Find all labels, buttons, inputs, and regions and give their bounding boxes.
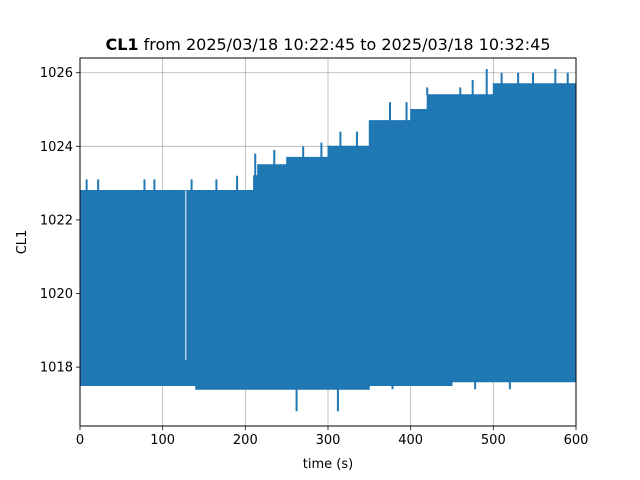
x-tick-label: 200 (233, 433, 258, 448)
x-tick-label: 500 (481, 433, 506, 448)
x-tick-label: 300 (316, 433, 341, 448)
series-line (79, 80, 577, 390)
x-tick-label: 600 (564, 433, 589, 448)
y-tick-label: 1018 (40, 361, 73, 376)
y-tick-label: 1026 (40, 66, 73, 81)
plot-area (79, 69, 577, 412)
chart-title-rest: from 2025/03/18 10:22:45 to 2025/03/18 1… (139, 35, 551, 54)
x-tick-label: 100 (150, 433, 175, 448)
y-axis: 1018 1020 1022 1024 1026 (40, 66, 80, 376)
chart-title-bold: CL1 (105, 35, 138, 54)
y-tick-label: 1024 (40, 140, 73, 155)
x-axis: 0 100 200 300 400 500 600 (76, 426, 589, 448)
y-tick-label: 1020 (40, 287, 73, 302)
x-tick-label: 0 (76, 433, 84, 448)
chart-title: CL1 from 2025/03/18 10:22:45 to 2025/03/… (105, 35, 550, 54)
x-tick-label: 400 (398, 433, 423, 448)
y-tick-label: 1022 (40, 213, 73, 228)
x-axis-label: time (s) (303, 457, 353, 472)
y-axis-label: CL1 (15, 230, 30, 255)
